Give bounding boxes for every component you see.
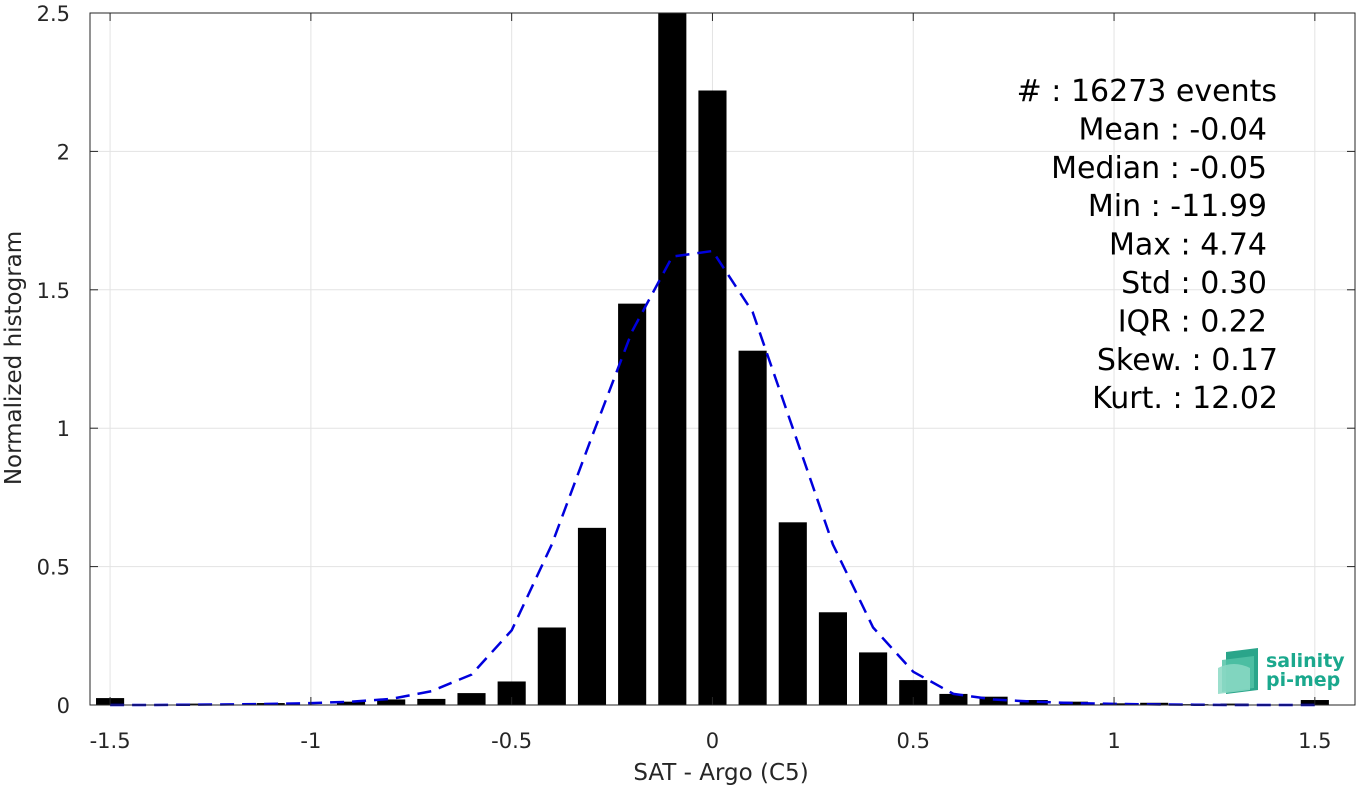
y-tick-label: 2.5 (37, 2, 70, 26)
logo-line2: pi-mep (1266, 669, 1340, 691)
stats-line: Median : -0.05 (1051, 151, 1267, 186)
salinity-pi-mep-logo: salinity pi-mep (1218, 648, 1345, 694)
histogram-bar (818, 612, 847, 705)
x-tick-label: 0.5 (897, 729, 930, 753)
stats-line: Std : 0.30 (1121, 266, 1267, 301)
histogram-bar (778, 522, 807, 705)
histogram-bar (658, 13, 687, 705)
y-tick-label: 1.5 (37, 279, 70, 303)
stats-line: Max : 4.74 (1109, 228, 1267, 263)
x-tick-label: 1.5 (1298, 729, 1331, 753)
histogram-bar (577, 527, 607, 705)
histogram-bar (859, 652, 888, 705)
y-axis-ticks: 0 0.5 1 1.5 2 2.5 (37, 2, 1355, 718)
x-tick-label: -1.5 (90, 729, 131, 753)
histogram-bar (497, 681, 526, 705)
stats-line: Skew. : 0.17 (1097, 343, 1278, 378)
stats-line: IQR : 0.22 (1118, 304, 1267, 339)
histogram-bar (698, 90, 727, 705)
histogram-bar (979, 696, 1008, 705)
stats-line: # : 16273 events (1017, 74, 1277, 109)
x-tick-label: 0 (706, 729, 719, 753)
stats-line: Min : -11.99 (1088, 189, 1267, 224)
y-tick-label: 0 (57, 694, 70, 718)
stats-line: Kurt. : 12.02 (1092, 381, 1278, 416)
y-tick-label: 0.5 (37, 556, 70, 580)
x-tick-label: -0.5 (491, 729, 532, 753)
histogram-bar (1059, 701, 1088, 705)
x-axis-ticks: -1.5 -1 -0.5 0 0.5 1 1.5 (90, 13, 1332, 753)
histogram-bar (176, 703, 205, 705)
x-tick-label: -1 (300, 729, 321, 753)
logo-wave-icon (1218, 648, 1258, 694)
y-tick-label: 2 (57, 140, 70, 164)
histogram-bar (417, 698, 446, 705)
histogram-bar (1019, 700, 1048, 705)
histogram-bar (1220, 703, 1249, 705)
histogram-bar (618, 303, 647, 705)
x-axis-title: SAT - Argo (C5) (633, 760, 808, 786)
histogram-bar (939, 693, 968, 705)
y-axis-title: Normalized histogram (1, 231, 27, 485)
histogram-bar (336, 701, 366, 705)
x-tick-label: 1 (1107, 729, 1120, 753)
plot-frame (89, 12, 1356, 706)
histogram-bar (738, 350, 767, 705)
histogram-bar (537, 627, 566, 705)
histogram-bar (377, 699, 406, 705)
logo-line1: salinity (1266, 650, 1345, 672)
stats-line: Mean : -0.04 (1078, 112, 1267, 147)
histogram-bar (457, 693, 486, 705)
histogram-bars (96, 13, 1329, 705)
y-tick-label: 1 (57, 417, 70, 441)
